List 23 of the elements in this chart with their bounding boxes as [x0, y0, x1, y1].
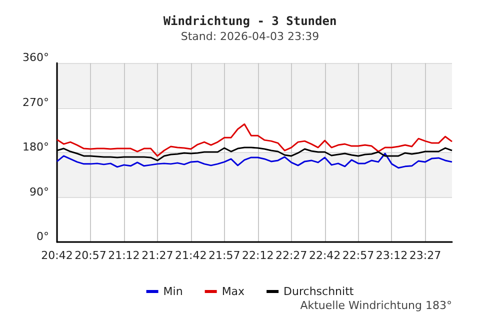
y-tick-label: 270° [22, 96, 49, 109]
chart-title: Windrichtung - 3 Stunden [163, 14, 337, 28]
legend-label: Durchschnitt [284, 285, 354, 298]
x-tick-label: 21:57 [208, 249, 240, 262]
x-tick-label: 22:12 [242, 249, 274, 262]
x-tick-label: 23:12 [376, 249, 408, 262]
x-tick-label: 22:57 [342, 249, 374, 262]
x-tick-label: 21:42 [175, 249, 207, 262]
x-tick-label: 21:27 [142, 249, 174, 262]
y-tick-label: 0° [36, 230, 49, 243]
x-tick-label: 21:12 [108, 249, 140, 262]
legend-label: Min [163, 285, 183, 298]
y-tick-label: 90° [30, 185, 49, 198]
y-tick-label: 360° [22, 51, 49, 64]
y-tick-label: 180° [22, 140, 49, 154]
chart-subtitle: Stand: 2026-04-03 23:39 [180, 30, 320, 43]
text: Aktuelle Windrichtung 183° [300, 299, 452, 312]
x-tick-label: 22:27 [275, 249, 308, 262]
x-tick-label: 23:27 [409, 249, 442, 262]
x-tick-label: 20:57 [74, 249, 106, 262]
x-tick-label: 20:42 [41, 249, 73, 262]
x-tick-label: 22:42 [308, 249, 341, 262]
legend-label: Max [222, 285, 246, 298]
